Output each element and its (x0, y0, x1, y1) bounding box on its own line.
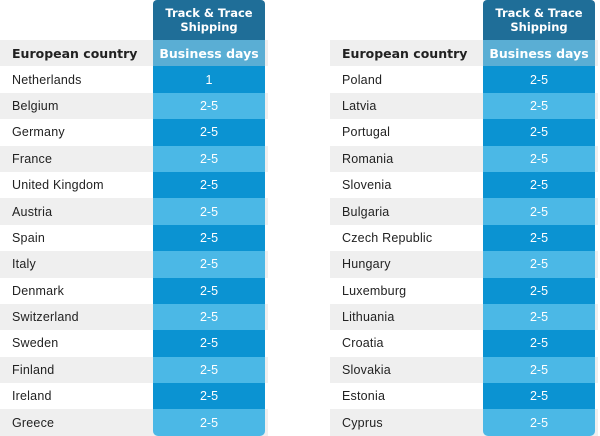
table-row: United Kingdom 2-5 (0, 171, 268, 199)
table-top-header: Track & Trace Shipping (330, 0, 598, 40)
business-days-cell: 2-5 (153, 92, 265, 120)
country-cell: Luxemburg (342, 283, 407, 298)
shipping-table-right: Track & Trace Shipping European country … (330, 0, 598, 436)
country-cell: Portugal (342, 125, 391, 140)
business-days-cell: 2-5 (483, 224, 595, 252)
table-row: Belgium 2-5 (0, 92, 268, 120)
country-cell: Estonia (342, 389, 386, 404)
business-days-cell: 2-5 (153, 251, 265, 278)
table-row: Italy 2-5 (0, 251, 268, 278)
table-row: Estonia 2-5 (330, 383, 598, 410)
country-cell: Spain (12, 230, 45, 245)
table-row: Czech Republic 2-5 (330, 224, 598, 252)
country-cell: Romania (342, 151, 394, 166)
table-row: Luxemburg 2-5 (330, 277, 598, 304)
table-row: Portugal 2-5 (330, 119, 598, 146)
table-row: Cyprus 2-5 (330, 409, 598, 436)
country-cell: France (12, 151, 53, 166)
table-row: France 2-5 (0, 145, 268, 172)
country-cell: Finland (12, 362, 55, 377)
business-days-cell: 2-5 (483, 66, 595, 93)
country-cell: Greece (12, 415, 55, 430)
column-header-row: European country Business days (330, 40, 598, 67)
country-cell: Czech Republic (342, 230, 433, 245)
business-days-cell: 2-5 (153, 303, 265, 331)
country-cell: Belgium (12, 98, 59, 113)
business-days-cell: 1 (153, 66, 265, 93)
country-column-header: European country (342, 45, 468, 61)
business-days-cell: 2-5 (483, 145, 595, 172)
country-cell: Bulgaria (342, 204, 390, 219)
business-days-cell: 2-5 (153, 277, 265, 304)
country-cell: Poland (342, 72, 383, 87)
table-row: Finland 2-5 (0, 356, 268, 384)
country-cell: Latvia (342, 98, 377, 113)
table-row: Austria 2-5 (0, 198, 268, 225)
business-days-cell: 2-5 (153, 145, 265, 172)
table-row: Greece 2-5 (0, 409, 268, 436)
business-days-cell: 2-5 (153, 198, 265, 225)
table-row: Slovakia 2-5 (330, 356, 598, 384)
country-cell: Sweden (12, 336, 59, 351)
business-days-cell: 2-5 (483, 383, 595, 410)
country-cell: Cyprus (342, 415, 383, 430)
country-cell: Croatia (342, 336, 384, 351)
country-cell: Austria (12, 204, 53, 219)
table-row: Ireland 2-5 (0, 383, 268, 410)
table-row: Sweden 2-5 (0, 330, 268, 357)
business-days-cell: 2-5 (483, 198, 595, 225)
business-days-cell: 2-5 (483, 356, 595, 384)
business-days-cell: 2-5 (483, 171, 595, 199)
country-cell: Germany (12, 125, 65, 140)
business-days-cell: 2-5 (153, 356, 265, 384)
track-trace-header: Track & Trace Shipping (483, 0, 595, 40)
business-days-cell: 2-5 (153, 330, 265, 357)
business-days-cell: 2-5 (153, 224, 265, 252)
country-cell: Netherlands (12, 72, 82, 87)
shipping-table-left: Track & Trace Shipping European country … (0, 0, 268, 436)
business-days-cell: 2-5 (483, 251, 595, 278)
table-row: Romania 2-5 (330, 145, 598, 172)
country-cell: Italy (12, 257, 36, 272)
table-row: Croatia 2-5 (330, 330, 598, 357)
business-days-cell: 2-5 (153, 171, 265, 199)
country-cell: Denmark (12, 283, 65, 298)
business-days-cell: 2-5 (153, 409, 265, 436)
country-cell: United Kingdom (12, 178, 104, 193)
table-row: Latvia 2-5 (330, 92, 598, 120)
business-days-cell: 2-5 (153, 383, 265, 410)
table-row: Bulgaria 2-5 (330, 198, 598, 225)
table-row: Germany 2-5 (0, 119, 268, 146)
business-days-cell: 2-5 (483, 409, 595, 436)
column-header-row: European country Business days (0, 40, 268, 67)
business-days-cell: 2-5 (483, 330, 595, 357)
table-row: Denmark 2-5 (0, 277, 268, 304)
table-row: Netherlands 1 (0, 66, 268, 93)
business-days-cell: 2-5 (153, 119, 265, 146)
country-cell: Hungary (342, 257, 391, 272)
business-days-cell: 2-5 (483, 303, 595, 331)
track-trace-header: Track & Trace Shipping (153, 0, 265, 40)
days-column-header: Business days (483, 40, 595, 67)
country-cell: Switzerland (12, 310, 79, 325)
country-cell: Ireland (12, 389, 52, 404)
country-cell: Slovakia (342, 362, 391, 377)
business-days-cell: 2-5 (483, 119, 595, 146)
table-row: Poland 2-5 (330, 66, 598, 93)
table-row: Lithuania 2-5 (330, 303, 598, 331)
table-row: Slovenia 2-5 (330, 171, 598, 199)
table-top-header: Track & Trace Shipping (0, 0, 268, 40)
business-days-cell: 2-5 (483, 92, 595, 120)
country-cell: Lithuania (342, 310, 395, 325)
days-column-header: Business days (153, 40, 265, 67)
country-column-header: European country (12, 45, 138, 61)
table-row: Hungary 2-5 (330, 251, 598, 278)
table-row: Switzerland 2-5 (0, 303, 268, 331)
table-row: Spain 2-5 (0, 224, 268, 252)
business-days-cell: 2-5 (483, 277, 595, 304)
country-cell: Slovenia (342, 178, 392, 193)
